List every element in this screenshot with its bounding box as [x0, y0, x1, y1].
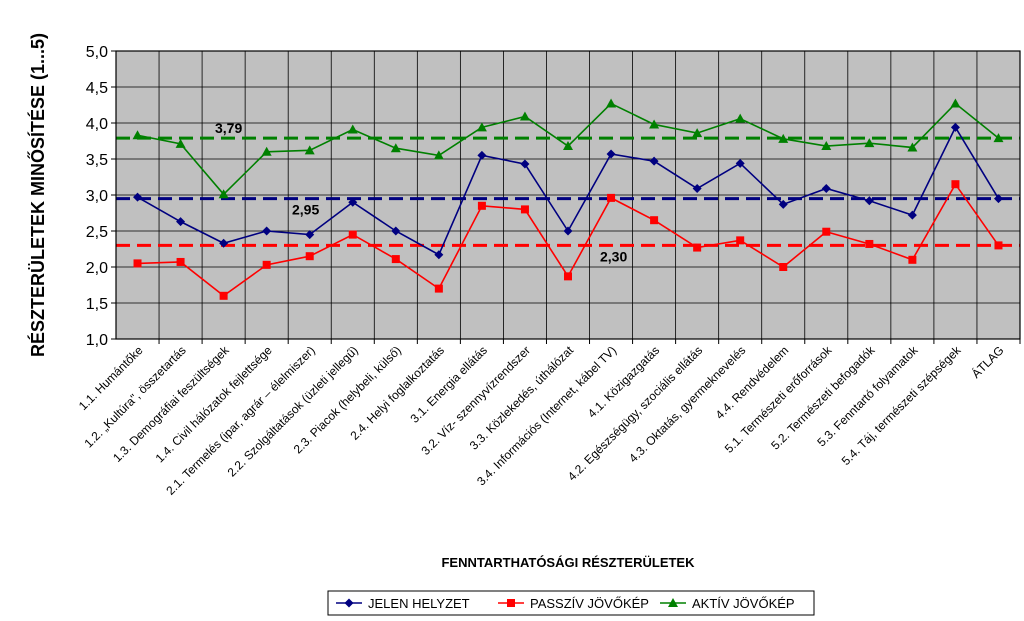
- legend-marker-1: [507, 599, 515, 607]
- data-point-2-7: [433, 150, 444, 160]
- data-point-2-0: [132, 130, 143, 140]
- data-point-2-12: [649, 119, 660, 129]
- data-point-2-17: [864, 138, 875, 148]
- x-axis-title: FENNTARTHATÓSÁGI RÉSZTERÜLETEK: [441, 555, 695, 570]
- data-point-1-15: [779, 263, 788, 271]
- legend-item-0: JELEN HELYZET: [336, 596, 470, 611]
- data-point-1-3: [262, 260, 271, 269]
- legend: JELEN HELYZET PASSZÍV JÖVŐKÉP AKTÍV JÖVŐKÉ…: [327, 590, 815, 616]
- legend-label-2: AKTÍV JÖVŐKÉP: [692, 596, 795, 611]
- data-point-1-13: [693, 243, 702, 252]
- reference-label-2: 2,30: [600, 248, 627, 264]
- data-point-0-3: [262, 226, 272, 236]
- data-point-0-4: [305, 230, 315, 240]
- legend-item-1: PASSZÍV JÖVŐKÉP: [498, 596, 649, 611]
- data-point-2-1: [175, 138, 186, 148]
- data-point-1-20: [994, 241, 1003, 250]
- data-point-2-20: [993, 133, 1004, 143]
- data-point-2-3: [261, 146, 272, 156]
- data-point-2-13: [692, 128, 703, 138]
- data-point-1-4: [305, 252, 314, 261]
- data-point-2-4: [304, 145, 315, 155]
- data-point-0-14: [735, 158, 745, 168]
- data-point-2-18: [907, 142, 918, 152]
- data-point-1-10: [564, 272, 572, 281]
- data-point-1-12: [650, 216, 659, 225]
- data-point-0-9: [520, 159, 530, 169]
- y-axis-ticks: 1,0 1,5 2,0 2,5 3,0 3,5 4,0 4,5 5,0: [86, 44, 116, 349]
- data-point-1-1: [176, 257, 185, 266]
- reference-lines: [116, 136, 1020, 247]
- data-point-1-5: [348, 230, 357, 239]
- data-point-1-2: [219, 291, 228, 300]
- data-point-1-7: [434, 284, 443, 293]
- series-group: [132, 98, 1004, 300]
- y-tick-label-7: 4,5: [86, 80, 108, 97]
- legend-item-2: AKTÍV JÖVŐKÉP: [660, 596, 795, 611]
- y-tick-label-6: 4,0: [86, 116, 108, 133]
- data-point-0-5: [348, 197, 358, 207]
- data-point-0-18: [907, 210, 917, 220]
- data-point-0-20: [993, 194, 1003, 204]
- data-point-0-0: [133, 192, 143, 202]
- legend-label-0: JELEN HELYZET: [368, 596, 470, 611]
- data-point-2-14: [735, 113, 746, 123]
- data-point-0-13: [692, 184, 702, 194]
- y-axis-title: RÉSZTERÜLETEK MINŐSÍTÉSE (1...5): [27, 33, 48, 357]
- data-point-1-8: [477, 201, 486, 210]
- legend-marker-2: [668, 598, 678, 607]
- data-point-0-17: [864, 196, 874, 206]
- data-point-1-17: [865, 239, 874, 248]
- data-point-1-0: [133, 259, 142, 268]
- data-point-1-19: [951, 180, 960, 189]
- data-point-1-18: [908, 255, 917, 264]
- y-tick-label-5: 3,5: [86, 152, 108, 169]
- data-point-2-5: [347, 124, 358, 134]
- data-point-0-15: [778, 199, 788, 209]
- data-point-2-11: [606, 98, 617, 108]
- reference-label-1: 2,95: [292, 202, 319, 218]
- grid-lines: [116, 50, 1020, 340]
- data-point-2-19: [950, 98, 961, 108]
- y-tick-label-1: 1,5: [86, 296, 108, 313]
- data-point-2-6: [390, 143, 401, 153]
- data-point-2-16: [821, 141, 832, 151]
- y-tick-label-4: 3,0: [86, 188, 108, 205]
- data-point-2-2: [218, 189, 229, 199]
- legend-marker-0: [344, 598, 354, 608]
- y-tick-label-0: 1,0: [86, 332, 108, 349]
- plot-border: [115, 50, 1021, 340]
- data-point-2-9: [519, 111, 530, 121]
- data-point-2-8: [476, 122, 487, 132]
- data-point-0-12: [649, 156, 659, 166]
- reference-label-0: 3,79: [215, 120, 242, 136]
- data-point-0-1: [176, 217, 186, 227]
- series-0: [133, 122, 1003, 260]
- data-point-1-6: [391, 255, 400, 264]
- y-tick-label-8: 5,0: [86, 44, 108, 61]
- data-point-0-11: [606, 149, 616, 159]
- reference-labels: 3,79 2,95 2,30: [215, 120, 627, 264]
- data-point-1-14: [736, 236, 745, 245]
- data-point-0-6: [391, 226, 401, 236]
- data-point-1-9: [520, 205, 529, 214]
- legend-box: [327, 590, 815, 616]
- data-point-1-11: [607, 193, 616, 202]
- data-point-2-15: [778, 133, 789, 143]
- legend-label-1: PASSZÍV JÖVŐKÉP: [530, 596, 649, 611]
- data-point-0-10: [563, 226, 573, 236]
- data-point-0-7: [434, 250, 444, 260]
- series-1: [133, 180, 1003, 300]
- y-tick-label-3: 2,5: [86, 224, 108, 241]
- data-point-0-19: [950, 122, 960, 132]
- data-point-0-2: [219, 238, 229, 248]
- series-2: [132, 98, 1004, 199]
- data-point-2-10: [563, 141, 573, 151]
- y-tick-label-2: 2,0: [86, 260, 108, 277]
- data-point-0-16: [821, 184, 831, 194]
- data-point-1-16: [822, 227, 831, 236]
- data-point-0-8: [477, 150, 487, 160]
